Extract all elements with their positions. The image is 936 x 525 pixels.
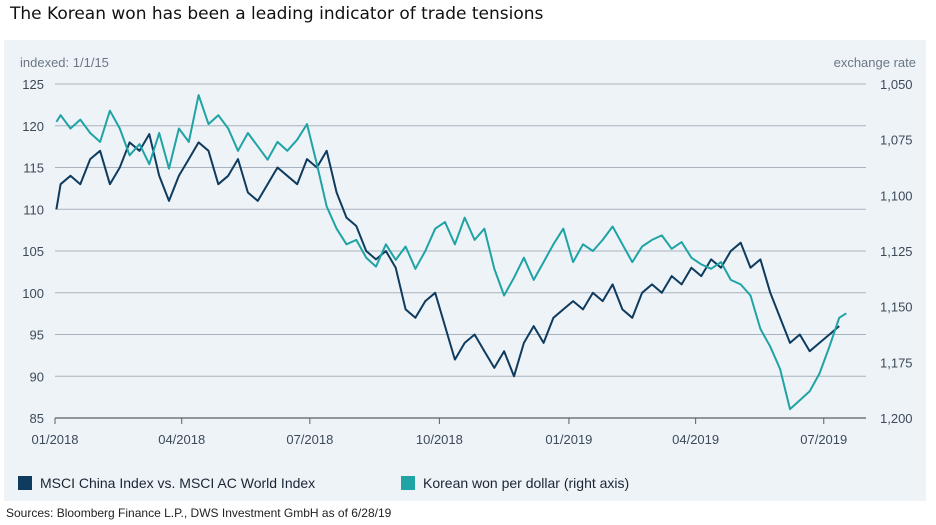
y-left-tick-label: 85: [30, 411, 44, 426]
x-tick-label: 07/2018: [286, 432, 333, 447]
source-note: Sources: Bloomberg Finance L.P., DWS Inv…: [6, 506, 392, 520]
y-left-tick-label: 120: [22, 119, 44, 134]
y-left-axis-title: indexed: 1/1/15: [20, 55, 109, 70]
y-left-tick-label: 105: [22, 244, 44, 259]
x-tick-label: 10/2018: [416, 432, 463, 447]
y-right-tick-label: 1,100: [880, 188, 913, 203]
y-right-tick-label: 1,125: [880, 244, 913, 259]
y-right-tick-label: 1,200: [880, 411, 913, 426]
y-right-tick-label: 1,150: [880, 300, 913, 315]
y-left-tick-label: 110: [23, 202, 44, 217]
y-right-tick-label: 1,050: [880, 77, 913, 92]
x-tick-label: 07/2019: [800, 432, 847, 447]
series-line-msci-china: [55, 133, 840, 378]
legend-swatch: [18, 476, 32, 490]
series-line-korean-won: [55, 94, 847, 411]
x-tick-label: 01/2018: [32, 432, 79, 447]
y-left-tick-label: 115: [23, 161, 44, 176]
y-right-tick-label: 1,175: [880, 355, 913, 370]
legend-swatch: [401, 476, 415, 490]
legend-label: MSCI China Index vs. MSCI AC World Index: [40, 475, 315, 491]
y-left-tick-label: 90: [30, 369, 44, 384]
x-tick-label: 04/2019: [672, 432, 719, 447]
page-title: The Korean won has been a leading indica…: [10, 4, 544, 24]
legend-label: Korean won per dollar (right axis): [423, 475, 629, 491]
x-tick-label: 01/2019: [545, 432, 592, 447]
y-left-tick-label: 125: [22, 77, 44, 92]
y-right-tick-label: 1,075: [880, 133, 913, 148]
y-left-tick-label: 100: [22, 286, 44, 301]
chart-panel: [4, 40, 926, 501]
x-tick-label: 04/2018: [158, 432, 205, 447]
y-left-tick-label: 95: [30, 328, 44, 343]
y-right-axis-title: exchange rate: [834, 55, 916, 70]
